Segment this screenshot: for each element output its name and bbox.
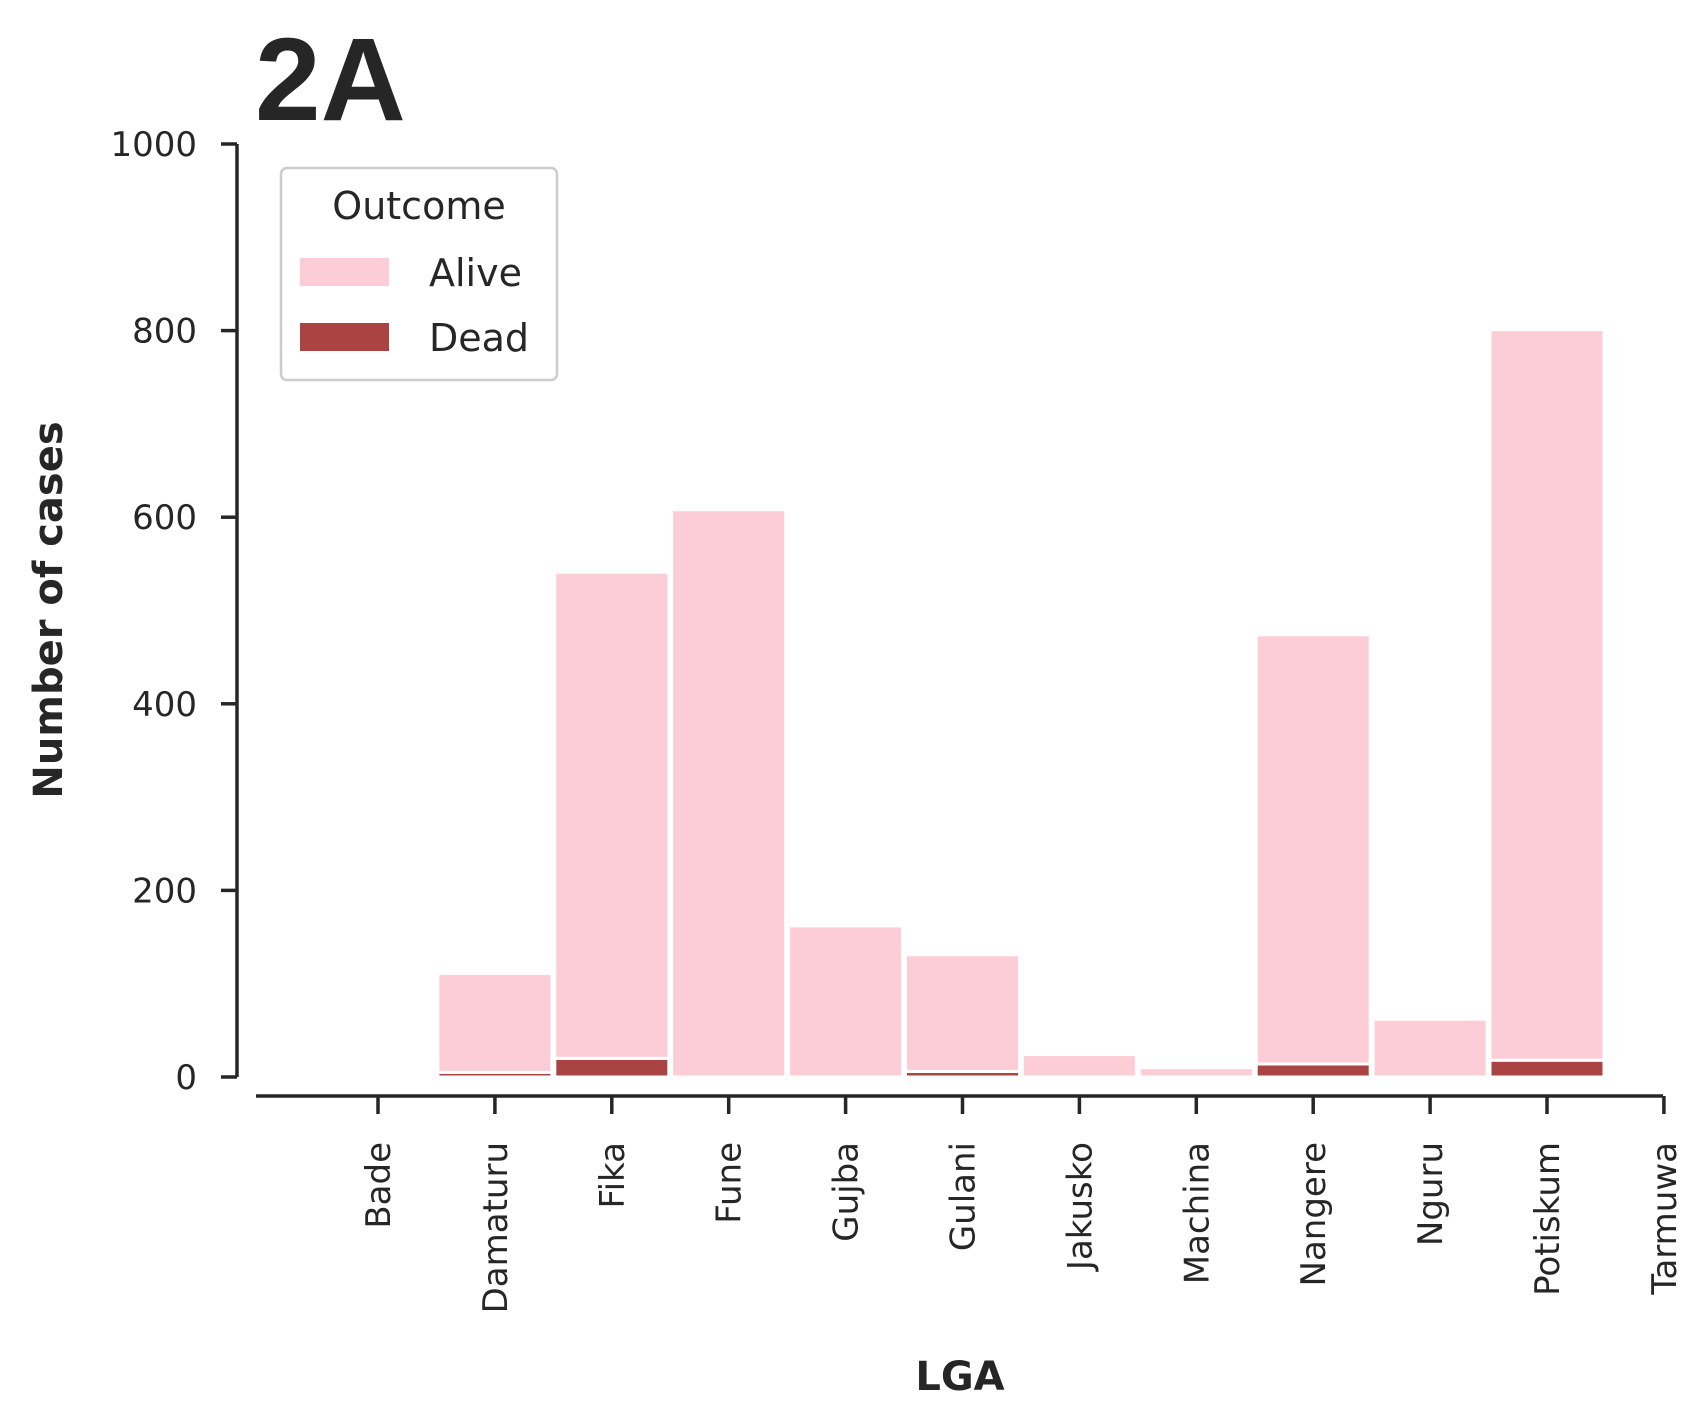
x-tick-label: Nguru [1411, 1142, 1451, 1246]
legend-label-dead: Dead [429, 316, 529, 360]
x-tick-label: Gulani [944, 1142, 984, 1251]
x-tick-label: Nangere [1294, 1142, 1334, 1286]
bar-dead-fika [553, 1056, 671, 1079]
bar-dead-potiskum [1488, 1058, 1606, 1079]
x-tick-label: Fune [710, 1142, 750, 1224]
bars [436, 328, 1606, 1079]
bar-alive-potiskum [1488, 328, 1606, 1062]
bar-alive-nguru [1371, 1017, 1489, 1079]
bar-alive-machina [1137, 1066, 1255, 1079]
bar-alive-gulani [904, 953, 1021, 1073]
y-tick-label: 200 [132, 871, 197, 911]
y-tick-label: 1000 [110, 125, 197, 165]
bar-alive-fika [553, 570, 671, 1060]
y-axis-ticks: 0 200 400 600 800 1000 [110, 125, 237, 1098]
x-tick-label: Tarmuwa [1645, 1142, 1685, 1296]
x-axis-title: LGA [915, 1354, 1004, 1400]
x-tick-label: Potiskum [1528, 1142, 1568, 1296]
x-tick-label: Damaturu [476, 1142, 516, 1313]
chart-title: 2A [255, 14, 406, 146]
x-axis-ticks: Bade Damaturu Fika Fune Gujba Gulani Jakusko Ma… [359, 1096, 1685, 1313]
x-tick-label: Bade [359, 1142, 399, 1229]
y-tick-label: 800 [132, 312, 197, 352]
bar-alive-gujba [787, 924, 905, 1079]
bar-alive-nangere [1254, 633, 1372, 1066]
y-tick-label: 600 [132, 498, 197, 538]
y-tick-label: 400 [132, 685, 197, 725]
legend-swatch-dead [300, 323, 389, 351]
bar-alive-fune [670, 508, 788, 1079]
x-tick-label: Fika [593, 1142, 633, 1208]
x-tick-label: Machina [1177, 1142, 1217, 1284]
y-axis-title: Number of cases [26, 421, 72, 798]
legend: Outcome Alive Dead [279, 166, 559, 382]
bar-alive-jakusko [1020, 1053, 1138, 1079]
legend-title: Outcome [332, 184, 505, 228]
bar-alive-damaturu [436, 971, 554, 1074]
bar-dead-nangere [1254, 1062, 1372, 1079]
y-tick-label: 0 [175, 1058, 197, 1098]
legend-swatch-alive [300, 258, 389, 286]
x-tick-label: Gujba [827, 1142, 867, 1242]
x-tick-label: Jakusko [1060, 1142, 1100, 1272]
legend-label-alive: Alive [429, 251, 522, 295]
